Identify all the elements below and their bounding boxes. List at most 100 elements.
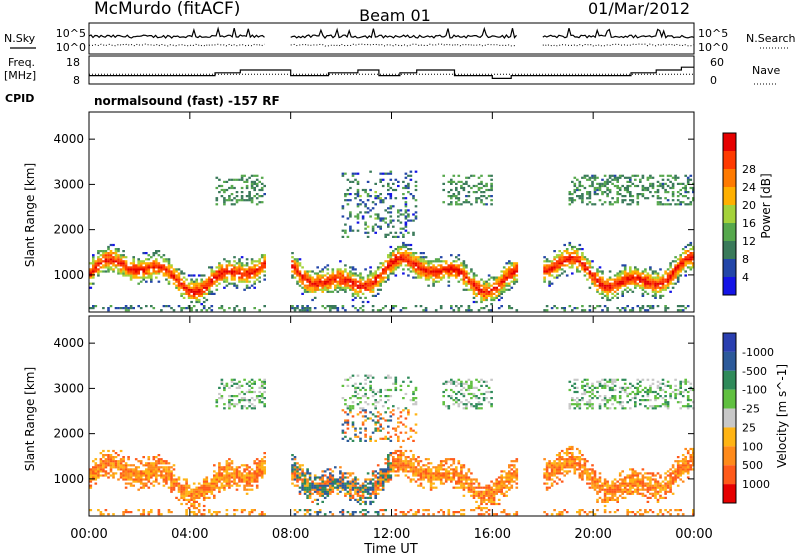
power-cell-744 xyxy=(255,268,259,271)
velocity-cell-568 xyxy=(223,384,226,387)
velocity-cell-854 xyxy=(296,484,299,487)
power-cell-1561 xyxy=(417,266,420,269)
velocity-cell-1062 xyxy=(341,423,345,426)
power-cell-2782 xyxy=(666,199,670,202)
velocity-cell-1899 xyxy=(472,490,476,493)
power-cell-76 xyxy=(107,258,110,261)
velocity-cell-655 xyxy=(238,472,241,475)
power-cell-2780 xyxy=(666,268,670,271)
power-cell-1719 xyxy=(452,193,456,196)
power-cell-2562 xyxy=(631,270,635,273)
power-cell-1206 xyxy=(369,284,372,287)
velocity-cell-1572 xyxy=(412,472,415,475)
power-cell-2803 xyxy=(671,282,675,285)
velocity-cell-587 xyxy=(228,484,231,487)
velocity-cell-29 xyxy=(97,509,100,512)
power-cell-539 xyxy=(220,188,224,192)
power-cell-1144 xyxy=(359,286,362,289)
power-cell-1183 xyxy=(364,191,367,194)
power-cell-907 xyxy=(316,286,319,289)
power-cell-176 xyxy=(132,276,135,279)
velocity-cell-1745 xyxy=(447,407,451,410)
power-cell-2799 xyxy=(669,186,672,190)
velocity-cell-685 xyxy=(243,474,246,477)
power-cell-1009 xyxy=(339,268,342,271)
power-cell-470 xyxy=(208,292,211,295)
velocity-cell-576 xyxy=(225,474,229,477)
power-cell-2284 xyxy=(588,195,592,198)
velocity-cell-105 xyxy=(114,456,118,459)
velocity-cell-552 xyxy=(220,380,224,383)
velocity-cell-1072 xyxy=(344,476,347,479)
power-cell-453 xyxy=(202,292,206,295)
velocity-cell-1761 xyxy=(450,378,453,381)
power-cell-1410 xyxy=(397,256,400,259)
velocity-cell-1903 xyxy=(472,478,476,481)
power-cell-1910 xyxy=(485,288,488,291)
velocity-cell-233 xyxy=(147,486,151,489)
velocity-cell-1955 xyxy=(482,513,486,516)
power-cell-1744 xyxy=(457,270,461,273)
power-cell-2164 xyxy=(568,203,572,206)
power-cell-2808 xyxy=(671,270,675,273)
velocity-cell-1600 xyxy=(414,413,418,416)
power-cell-747 xyxy=(255,203,259,206)
velocity-cell-762 xyxy=(255,484,259,487)
velocity-cell-561 xyxy=(223,470,226,473)
power-cell-1928 xyxy=(487,274,491,277)
power-cell-1224 xyxy=(371,286,375,289)
power-cell-161 xyxy=(127,272,130,275)
power-cell-1952 xyxy=(492,296,496,299)
power-cell-2761 xyxy=(664,284,667,287)
velocity-cell-732 xyxy=(250,484,254,487)
power-cell-745 xyxy=(255,264,259,267)
power-cell-1339 xyxy=(387,188,390,192)
power-cell-1436 xyxy=(399,209,403,212)
power-cell-2812 xyxy=(671,195,675,198)
power-cell-1227 xyxy=(371,280,375,283)
power-cell-2463 xyxy=(616,180,619,183)
noise-lines xyxy=(88,26,695,47)
power-cell-2384 xyxy=(606,307,609,310)
power-cell-1754 xyxy=(457,191,461,194)
power-cell-1100 xyxy=(351,172,355,175)
velocity-cell-1167 xyxy=(356,490,360,493)
power-cell-304 xyxy=(165,266,168,269)
power-cell-260 xyxy=(152,262,156,265)
velocity-cell-296 xyxy=(160,470,163,473)
velocity-cell-661 xyxy=(238,386,241,389)
power-cell-671 xyxy=(243,180,246,183)
power-cell-755 xyxy=(258,280,261,283)
power-cell-973 xyxy=(331,276,335,279)
power-cell-1055 xyxy=(346,272,350,275)
velocity-cell-860 xyxy=(296,470,299,473)
power-cell-2475 xyxy=(618,270,622,273)
power-cell-1616 xyxy=(429,274,433,277)
power-cell-968 xyxy=(331,305,335,308)
power-cell-378 xyxy=(185,286,188,289)
power-cell-2020 xyxy=(508,274,511,277)
power-cell-191 xyxy=(134,268,138,271)
velocity-cell-940 xyxy=(313,482,317,485)
power-cell-2310 xyxy=(593,274,597,277)
power-cell-2733 xyxy=(659,276,662,279)
velocity-cell-1639 xyxy=(424,476,428,479)
power-cell-197 xyxy=(137,272,140,275)
velocity-cell-1375 xyxy=(381,427,385,430)
power-cell-1234 xyxy=(371,207,375,210)
power-cell-893 xyxy=(311,278,314,281)
velocity-cell-926 xyxy=(308,472,312,475)
velocity-cell-299 xyxy=(160,460,163,463)
power-cell-1472 xyxy=(404,211,408,214)
velocity-cell-446 xyxy=(197,488,201,491)
power-cell-1508 xyxy=(409,258,413,261)
power-cell-2308 xyxy=(593,278,597,281)
power-cell-2206 xyxy=(576,254,579,257)
power-cell-1497 xyxy=(407,209,410,212)
velocity-cell-1779 xyxy=(455,511,458,514)
velocity-cell-1509 xyxy=(402,511,405,514)
velocity-cell-487 xyxy=(208,482,211,485)
velocity-cell-1030 xyxy=(336,488,340,491)
velocity-cell-873 xyxy=(298,466,302,469)
power-cell-420 xyxy=(195,290,198,293)
